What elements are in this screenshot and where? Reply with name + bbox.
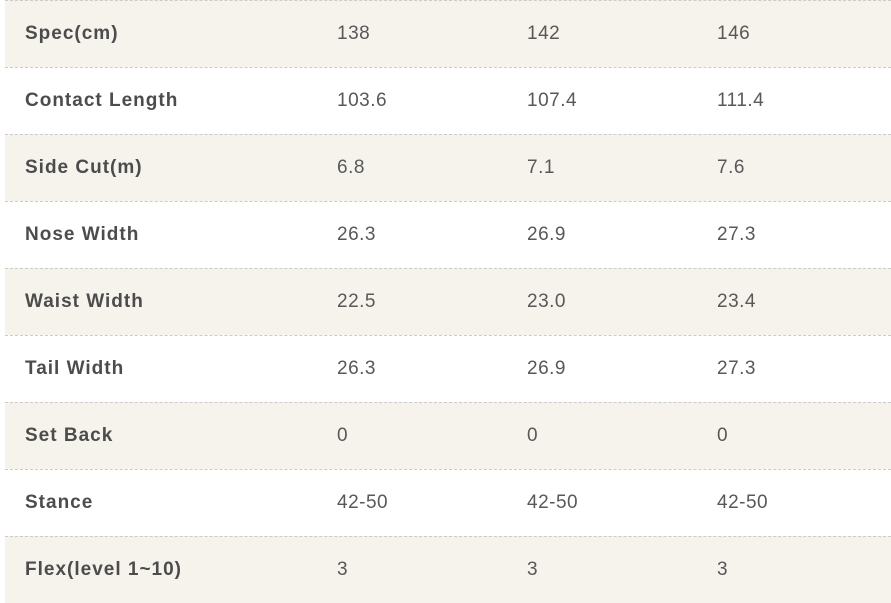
- table-row-tail-width: Tail Width 26.3 26.9 27.3: [5, 335, 891, 402]
- row-label: Flex(level 1~10): [25, 559, 183, 580]
- table-row-set-back: Set Back 0 0 0: [5, 402, 891, 469]
- cell-value: 26.9: [527, 224, 566, 245]
- row-label: Spec(cm): [25, 23, 119, 44]
- table-row-nose-width: Nose Width 26.3 26.9 27.3: [5, 201, 891, 268]
- cell-value: 42-50: [527, 492, 579, 513]
- cell-value: 103.6: [337, 90, 388, 111]
- cell-value: 42-50: [717, 492, 769, 513]
- cell-value: 0: [717, 425, 729, 446]
- cell-value: 27.3: [717, 358, 756, 379]
- row-label: Waist Width: [25, 291, 144, 312]
- cell-value: 26.3: [337, 224, 376, 245]
- cell-value: 23.4: [717, 291, 756, 312]
- cell-value: 111.4: [717, 90, 765, 111]
- cell-value: 22.5: [337, 291, 376, 312]
- table-row-flex: Flex(level 1~10) 3 3 3: [5, 536, 891, 603]
- row-label: Contact Length: [25, 90, 179, 111]
- cell-value: 0: [527, 425, 539, 446]
- cell-value: 3: [337, 559, 349, 580]
- cell-value: 27.3: [717, 224, 756, 245]
- row-label: Set Back: [25, 425, 114, 446]
- table-row-side-cut: Side Cut(m) 6.8 7.1 7.6: [5, 134, 891, 201]
- cell-value: 23.0: [527, 291, 566, 312]
- cell-value: 42-50: [337, 492, 389, 513]
- cell-value: 3: [527, 559, 539, 580]
- table-row-spec: Spec(cm) 138 142 146: [5, 0, 891, 67]
- table-row-contact-length: Contact Length 103.6 107.4 111.4: [5, 67, 891, 134]
- spec-table: Spec(cm) 138 142 146 Contact Length 103.…: [5, 0, 891, 603]
- table-row-waist-width: Waist Width 22.5 23.0 23.4: [5, 268, 891, 335]
- table-row-stance: Stance 42-50 42-50 42-50: [5, 469, 891, 536]
- cell-value: 3: [717, 559, 729, 580]
- cell-value: 7.6: [717, 157, 745, 178]
- spec-size-3: 146: [717, 23, 751, 44]
- row-label: Stance: [25, 492, 94, 513]
- row-label: Tail Width: [25, 358, 125, 379]
- row-label: Nose Width: [25, 224, 140, 245]
- spec-size-1: 138: [337, 23, 371, 44]
- cell-value: 26.9: [527, 358, 566, 379]
- cell-value: 0: [337, 425, 349, 446]
- row-label: Side Cut(m): [25, 157, 143, 178]
- cell-value: 107.4: [527, 90, 578, 111]
- cell-value: 26.3: [337, 358, 376, 379]
- cell-value: 7.1: [527, 157, 555, 178]
- cell-value: 6.8: [337, 157, 365, 178]
- spec-size-2: 142: [527, 23, 561, 44]
